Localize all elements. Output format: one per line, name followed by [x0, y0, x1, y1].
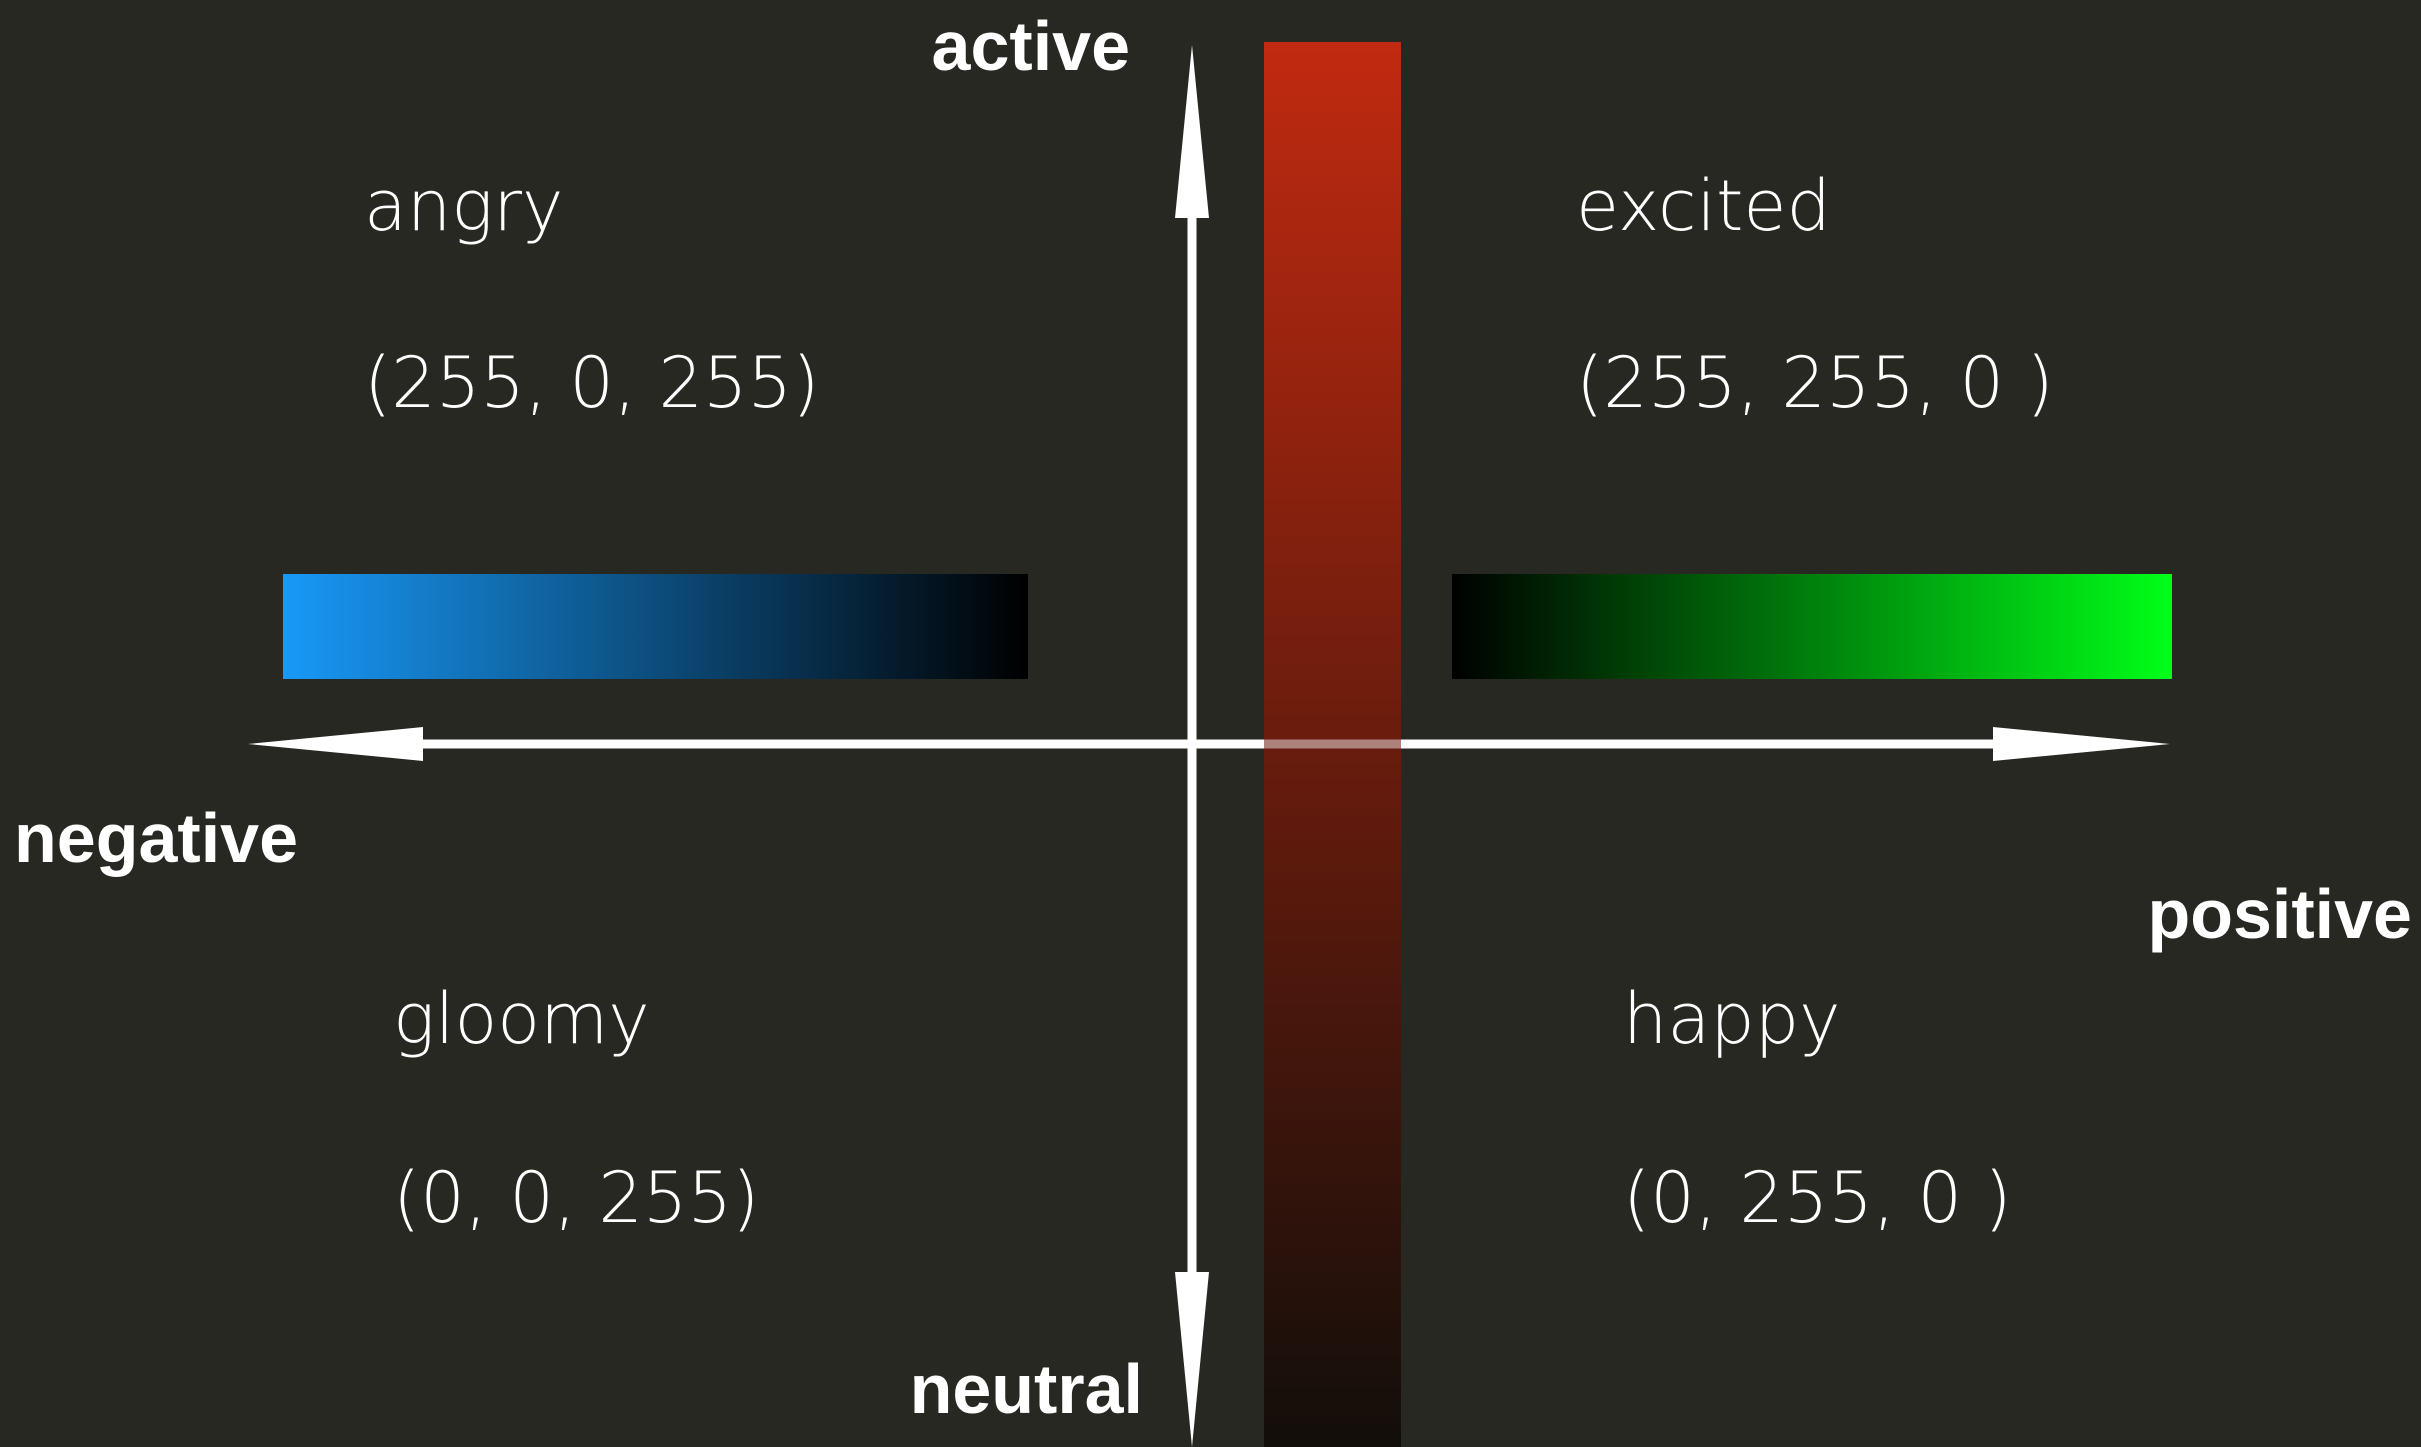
- emotion-angry: angry: [364, 165, 563, 247]
- emotion-gloomy: gloomy: [393, 978, 650, 1060]
- emotion-happy: happy: [1623, 978, 1841, 1060]
- axis-label-active: active: [932, 7, 1130, 85]
- rgb-excited: (255, 255, 0 ): [1576, 342, 2054, 424]
- vertical-gradient-bar: [1264, 42, 1401, 1447]
- negative-gradient-bar: [283, 574, 1028, 679]
- positive-gradient-bar: [1452, 574, 2172, 679]
- axis-label-negative: negative: [14, 799, 298, 877]
- arrow-left-icon: [248, 727, 423, 761]
- rgb-angry: (255, 0, 255): [364, 342, 819, 424]
- emotion-excited: excited: [1576, 165, 1831, 247]
- arrow-right-icon: [1993, 727, 2170, 761]
- axis-label-positive: positive: [2147, 875, 2412, 953]
- axis-label-neutral: neutral: [910, 1350, 1143, 1428]
- arrow-up-icon: [1175, 45, 1209, 218]
- rgb-happy: (0, 255, 0 ): [1623, 1157, 2012, 1239]
- rgb-gloomy: (0, 0, 255): [393, 1157, 759, 1239]
- arrow-down-icon: [1175, 1272, 1209, 1447]
